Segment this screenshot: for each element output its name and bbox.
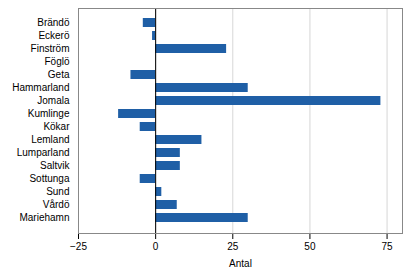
svg-text:Mariehamn: Mariehamn — [19, 212, 69, 223]
svg-text:Lemland: Lemland — [31, 134, 69, 145]
svg-text:Sottunga: Sottunga — [29, 173, 69, 184]
svg-text:Kökar: Kökar — [43, 121, 70, 132]
svg-text:Eckerö: Eckerö — [38, 30, 70, 41]
svg-text:Lumparland: Lumparland — [17, 147, 70, 158]
svg-text:Jomala: Jomala — [37, 95, 70, 106]
svg-text:Vårdö: Vårdö — [43, 199, 70, 210]
svg-text:Antal: Antal — [229, 258, 252, 269]
svg-text:Geta: Geta — [48, 69, 70, 80]
svg-text:50: 50 — [304, 241, 316, 252]
svg-text:Hammarland: Hammarland — [12, 82, 69, 93]
svg-text:Kumlinge: Kumlinge — [28, 108, 70, 119]
svg-text:25: 25 — [227, 241, 239, 252]
svg-text:Brändö: Brändö — [37, 17, 70, 28]
svg-text:75: 75 — [382, 241, 394, 252]
svg-text:Saltvik: Saltvik — [40, 160, 70, 171]
svg-text:Sund: Sund — [46, 186, 69, 197]
svg-text:0: 0 — [153, 241, 159, 252]
svg-text:Föglö: Föglö — [44, 56, 69, 67]
svg-text:Finström: Finström — [31, 43, 70, 54]
svg-text:−25: −25 — [70, 241, 87, 252]
